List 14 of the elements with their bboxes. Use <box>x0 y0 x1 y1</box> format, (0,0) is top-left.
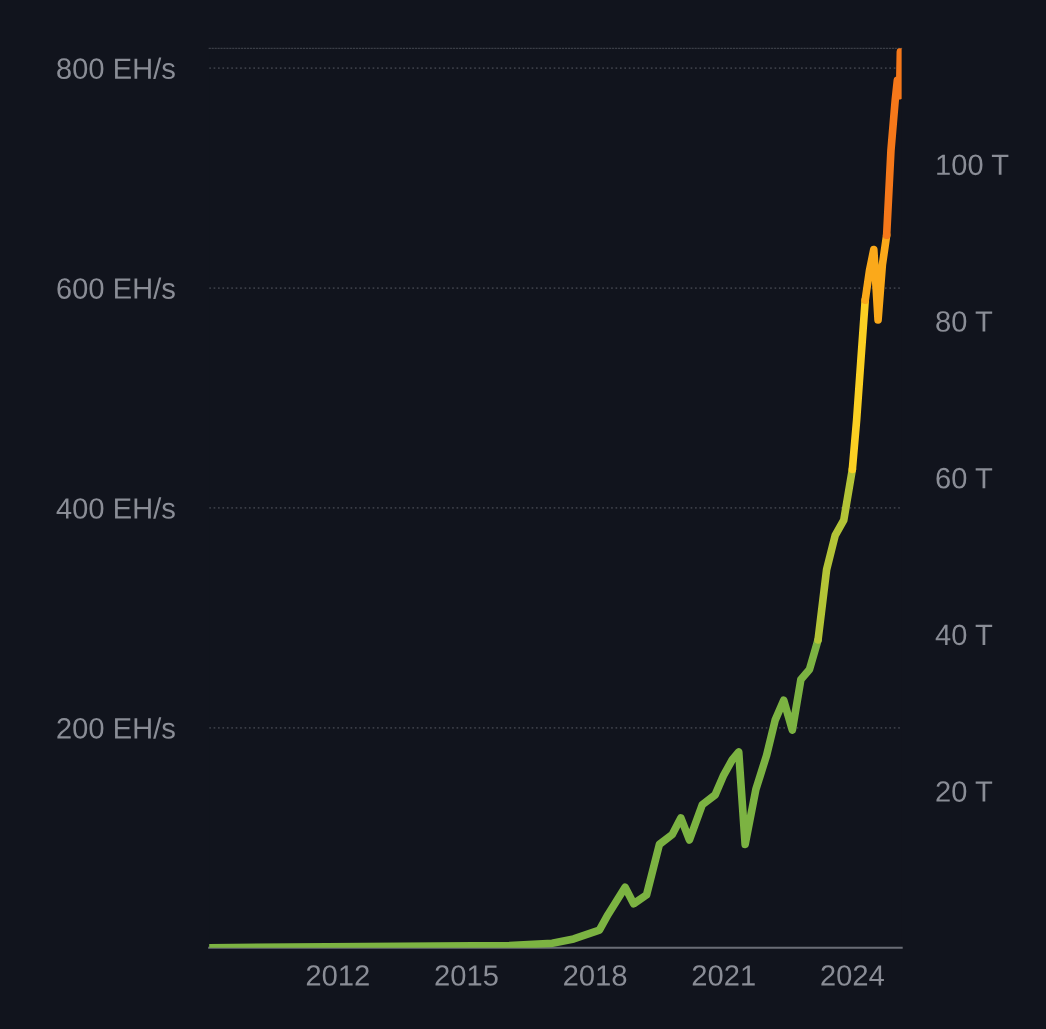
y2-tick-label: 100 T <box>937 154 1009 176</box>
y-tick-label: 600 EH/s <box>57 277 175 299</box>
x-tick-label: 2018 <box>564 965 627 986</box>
y-tick-label: 800 EH/s <box>57 57 175 80</box>
y-tick-label: 400 EH/s <box>56 497 175 519</box>
x-tick-label: 2024 <box>821 965 884 986</box>
x-tick-label: 2021 <box>692 965 755 986</box>
x-tick-label: 2015 <box>435 965 498 986</box>
y-tick-label: 200 EH/s <box>57 717 175 739</box>
y2-tick-label: 60 T <box>936 467 993 489</box>
x-tick-label: 2012 <box>306 965 369 986</box>
y2-tick-label: 80 T <box>936 311 993 332</box>
y2-tick-label: 40 T <box>935 624 993 646</box>
y2-tick-label: 20 T <box>936 781 993 802</box>
